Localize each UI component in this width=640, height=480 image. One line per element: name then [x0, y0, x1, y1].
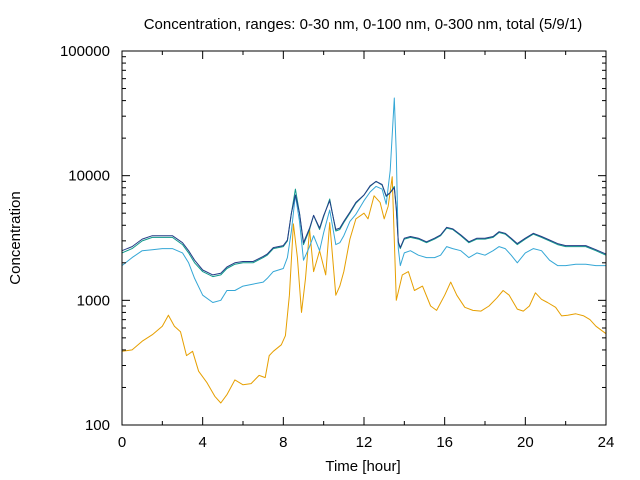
axis-ticks: 0 4 8 12 16 20 24 100 1000 10000 100000	[60, 43, 614, 451]
tick-label: 100	[85, 417, 110, 434]
tick-label: 0	[118, 434, 126, 451]
tick-label: 16	[436, 434, 453, 451]
x-axis-label: Time [hour]	[325, 458, 400, 475]
tick-label: 8	[279, 434, 287, 451]
tick-label: 100000	[60, 43, 110, 60]
series-line-0	[121, 176, 607, 404]
tick-label: 4	[198, 434, 206, 451]
tick-label: 20	[517, 434, 534, 451]
series-line-1	[121, 97, 606, 303]
series-line-3	[121, 180, 607, 276]
tick-label: 10000	[68, 168, 110, 185]
series-line-2	[121, 180, 607, 278]
y-axis-label: Concentration	[7, 191, 24, 284]
tick-label: 12	[356, 434, 373, 451]
tick-label: 24	[598, 434, 615, 451]
tick-label: 1000	[77, 292, 110, 309]
plot-frame	[121, 50, 607, 426]
chart-title: Concentration, ranges: 0-30 nm, 0-100 nm…	[144, 16, 583, 33]
plot-lines	[121, 97, 607, 404]
